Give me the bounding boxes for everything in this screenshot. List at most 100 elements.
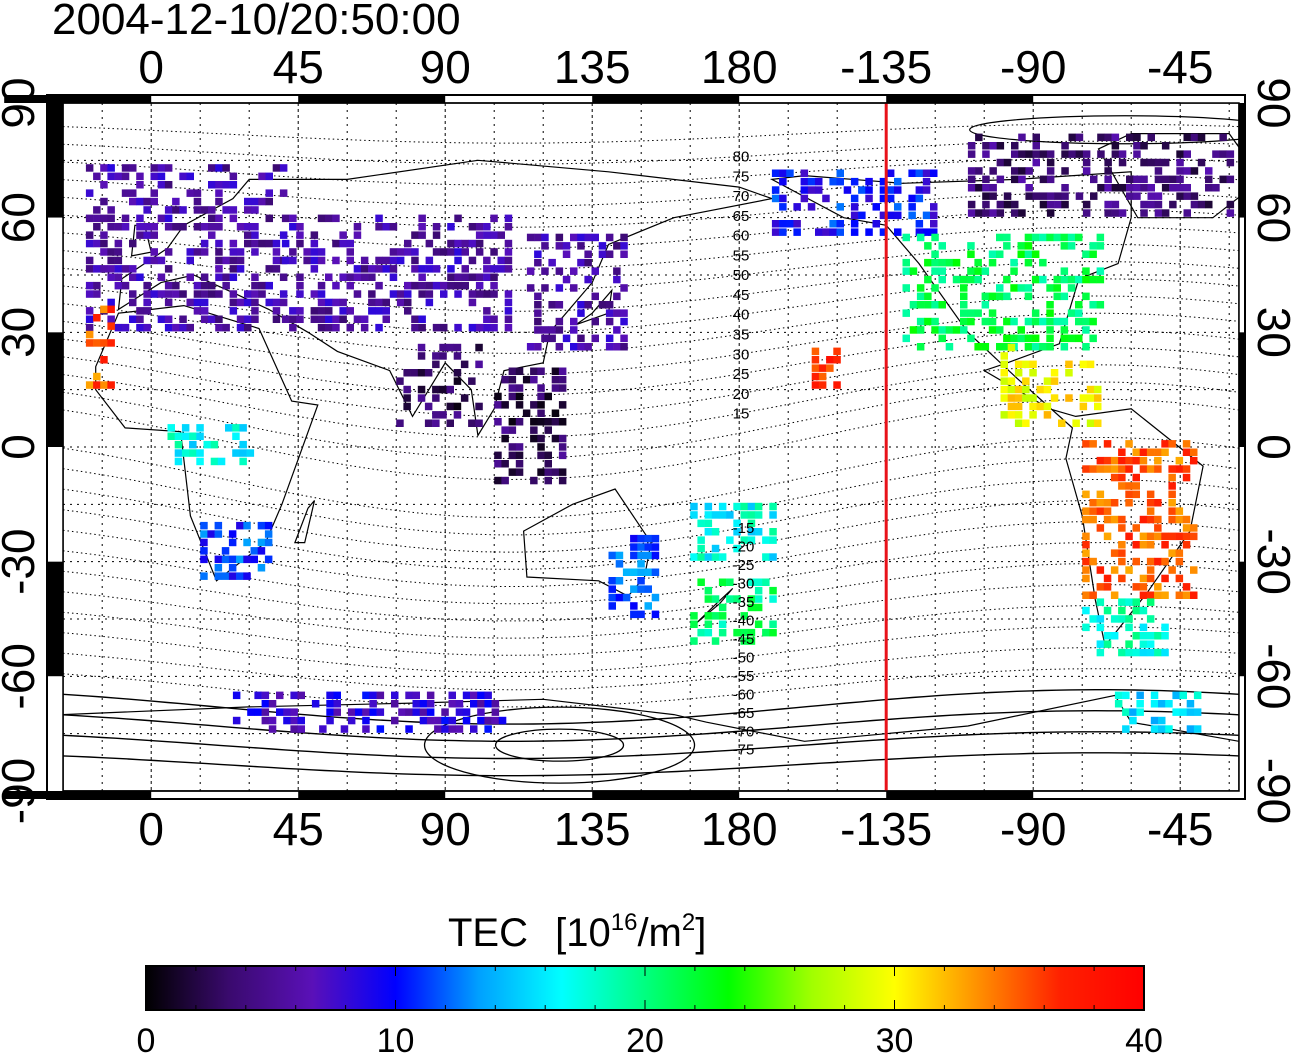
magnetic-contour	[63, 226, 1239, 270]
tec-cell-se-asia	[522, 375, 531, 384]
tec-cell-africa-equatorial	[189, 449, 197, 457]
tec-cell-se-asia	[551, 409, 560, 417]
tec-cell-canada-north	[1104, 158, 1112, 167]
tec-cell-antarctica-coast	[484, 716, 492, 725]
tec-cell-russia-scattered	[303, 248, 311, 256]
tec-cell-north-america	[945, 258, 954, 267]
tec-cell-russia-scattered	[382, 256, 390, 265]
tec-cell-canada-north	[1075, 192, 1084, 200]
tec-cell-alaska	[915, 194, 924, 203]
tec-cell-north-america	[960, 284, 968, 292]
magnetic-contour	[63, 329, 1239, 396]
frame-segment-top	[298, 95, 446, 103]
tec-cell-north-america	[1031, 275, 1040, 284]
tec-cell-europe	[172, 197, 180, 206]
tec-cell-south-america	[1168, 473, 1176, 482]
tec-cell-canada-north	[1205, 184, 1213, 192]
tec-cell-pacific-central	[747, 528, 756, 536]
tec-cell-europe	[143, 206, 151, 214]
tec-cell-south-asia	[439, 385, 447, 394]
tec-cell-canada-north	[1183, 184, 1191, 192]
tec-cell-antarctic-peninsula	[1172, 691, 1180, 700]
tec-cell-south-america	[1110, 456, 1119, 465]
tec-cell-canada-north	[1032, 133, 1040, 142]
tec-cell-europe	[164, 315, 173, 323]
tec-cell-russia-scattered	[296, 231, 304, 239]
tec-cell-north-america	[924, 258, 932, 267]
tec-cell-antarctic-peninsula	[1165, 700, 1173, 708]
tec-cell-se-asia	[558, 434, 567, 443]
tec-cell-europe	[85, 214, 94, 223]
tec-cell-se-asia	[544, 418, 552, 426]
tec-cell-hawaii	[833, 356, 841, 364]
tec-cell-south-africa	[264, 530, 273, 538]
tec-cell-se-asia	[537, 367, 545, 375]
tec-cell-east-asia	[605, 343, 614, 351]
tec-cell-se-asia	[537, 409, 545, 417]
tec-cell-south-america	[1132, 490, 1140, 499]
tec-cell-russia-scattered	[317, 298, 326, 307]
tec-cell-central-america	[1022, 394, 1030, 402]
tec-cell-new-zealand	[690, 637, 698, 645]
tec-cell-canada-north	[1161, 175, 1170, 184]
tec-cell-antarctica-coast	[319, 725, 327, 733]
tec-cell-north-america	[931, 284, 939, 292]
tec-cell-europe	[150, 172, 158, 181]
tec-cell-south-america	[1139, 574, 1148, 583]
tec-cell-canada-north	[1154, 192, 1163, 200]
tec-cell-new-zealand	[697, 628, 705, 637]
tec-cell-se-asia	[501, 375, 509, 384]
tec-cell-north-america	[960, 275, 968, 284]
tec-cell-south-america	[1154, 465, 1162, 473]
tec-cell-canada-north	[982, 192, 990, 200]
tec-cell-south-america	[1125, 532, 1133, 541]
tec-cell-europe	[236, 298, 245, 307]
tec-cell-patagonia	[1161, 623, 1169, 632]
tec-cell-russia-scattered	[353, 290, 362, 298]
tec-cell-europe	[164, 164, 173, 172]
tec-cell-canada-north	[1082, 150, 1091, 158]
tec-cell-se-asia	[508, 392, 517, 401]
tec-cell-se-asia	[558, 367, 567, 375]
tec-cell-central-america	[1036, 402, 1044, 411]
tec-cell-pacific-central	[704, 528, 713, 536]
tec-cell-antarctica-coast	[491, 700, 500, 708]
tec-cell-europe	[179, 172, 187, 181]
tec-cell-central-america	[1022, 360, 1030, 369]
tec-cell-russia-scattered	[325, 214, 333, 223]
tec-cell-central-america	[1058, 419, 1066, 427]
tec-cell-europe	[107, 164, 115, 172]
tec-cell-south-america	[1175, 591, 1184, 599]
tec-cell-antarctica-coast	[268, 725, 277, 733]
tec-cell-antarctic-peninsula	[1179, 691, 1187, 700]
tec-cell-europe	[193, 189, 202, 197]
tec-cell-russia-scattered	[418, 214, 426, 223]
tec-cell-russia-scattered	[332, 256, 340, 265]
tec-cell-russia-scattered	[461, 281, 469, 290]
tec-cell-canada-north	[1011, 142, 1019, 150]
tec-cell-central-america	[1014, 360, 1023, 369]
x-tick-label-bottom: 90	[420, 803, 471, 855]
tec-cell-patagonia	[1139, 632, 1148, 640]
tec-cell-patagonia	[1132, 606, 1140, 615]
tec-cell-central-america	[1029, 369, 1037, 377]
tec-cell-south-america	[1139, 448, 1148, 456]
tec-cell-europe	[143, 323, 151, 332]
tec-cell-russia-scattered	[353, 315, 362, 323]
tec-cell-canada-north	[1046, 150, 1055, 158]
tec-cell-russia-scattered	[432, 265, 441, 273]
tec-cell-russia-scattered	[425, 265, 434, 273]
tec-cell-central-america	[1036, 385, 1044, 394]
tec-cell-europe	[136, 231, 144, 239]
tec-cell-europe	[222, 273, 230, 281]
tec-cell-new-zealand	[747, 637, 756, 645]
tec-cell-canada-north	[1205, 167, 1213, 175]
tec-cell-north-america	[1060, 267, 1069, 275]
tec-cell-south-america	[1096, 456, 1105, 465]
coastline	[696, 587, 734, 624]
tec-cell-alaska	[815, 228, 823, 236]
tec-cell-new-zealand	[690, 620, 698, 628]
tec-cell-antarctic-peninsula	[1158, 725, 1166, 733]
tec-cell-new-zealand	[718, 620, 727, 628]
tec-cell-patagonia	[1132, 632, 1140, 640]
